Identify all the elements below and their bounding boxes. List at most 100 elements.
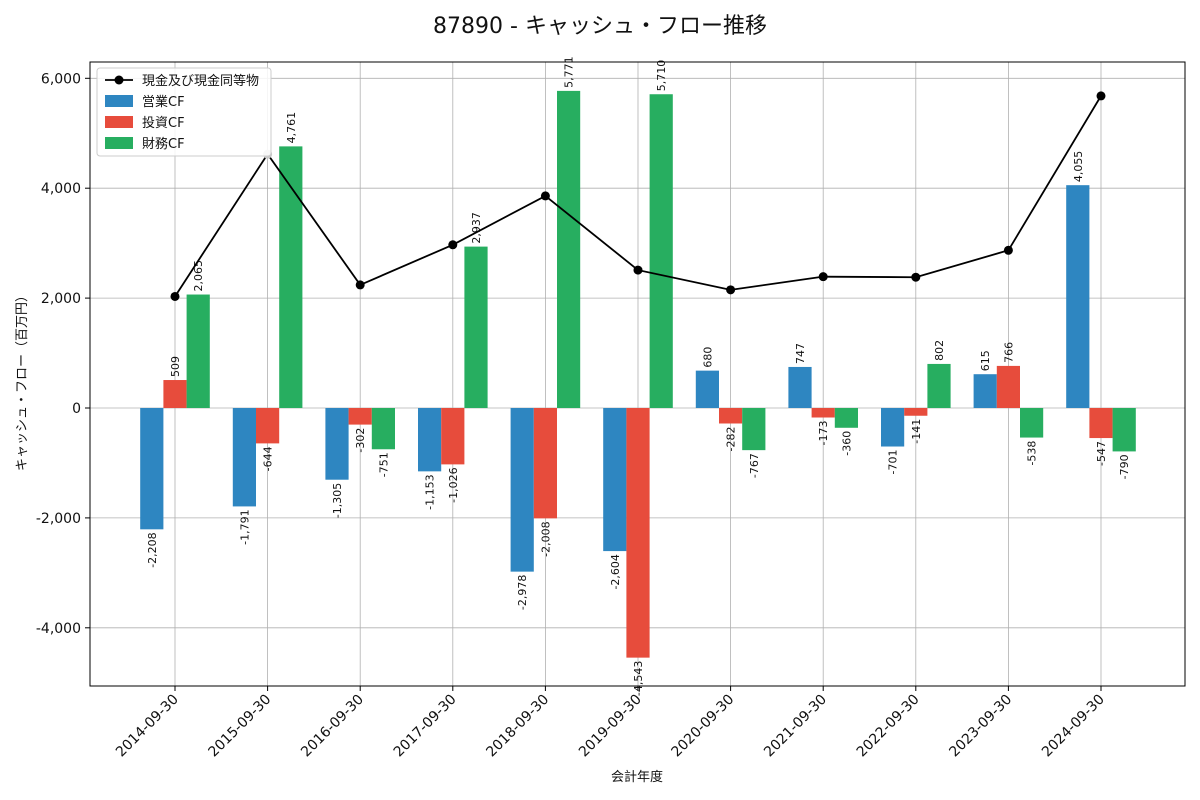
bar-value-label: 4,055 — [1072, 151, 1085, 183]
bar-financing — [557, 90, 581, 409]
y-tick-label: -2,000 — [36, 511, 81, 527]
bar-value-label: -644 — [262, 446, 275, 471]
bar-value-label: -2,604 — [609, 554, 622, 589]
legend-label: 財務CF — [142, 137, 185, 152]
bar-operating — [1066, 185, 1090, 408]
bar-labels: -2,208 -1,791 -1,305 -1,153 -2,978 -2,604 680 7… — [146, 56, 1131, 696]
bar-operating — [510, 408, 534, 572]
bar-operating — [140, 408, 164, 530]
bar-investing — [533, 408, 557, 519]
bar-value-label: -282 — [725, 426, 738, 451]
x-tick-label: 2021-09-30 — [761, 692, 830, 761]
bar-investing — [256, 408, 280, 444]
x-tick-label: 2024-09-30 — [1039, 692, 1108, 761]
cash-line-point — [1003, 245, 1013, 255]
bars — [140, 90, 1136, 658]
cash-line-point — [633, 265, 643, 275]
bar-investing — [441, 408, 465, 465]
bar-investing — [996, 365, 1020, 408]
bar-value-label: 5,771 — [563, 56, 576, 88]
bar-financing — [834, 408, 858, 428]
bar-value-label: -2,978 — [516, 575, 529, 610]
cash-line-point — [355, 280, 365, 290]
bar-financing — [742, 408, 766, 451]
legend-label: 営業CF — [142, 94, 185, 110]
bar-investing — [719, 408, 743, 424]
bar-value-label: -1,026 — [447, 467, 460, 502]
bar-investing — [1089, 408, 1113, 439]
cash-line-point — [911, 272, 921, 282]
cash-line-point — [448, 240, 458, 250]
bar-operating — [695, 370, 719, 408]
y-axis-ticks: -4,000 -2,000 0 2,000 4,000 6,000 — [36, 71, 90, 637]
bar-operating — [603, 408, 627, 552]
bar-value-label: -1,153 — [424, 474, 437, 509]
bar-value-label: -1,791 — [238, 509, 251, 544]
bar-value-label: -538 — [1026, 441, 1039, 466]
x-tick-label: 2017-09-30 — [391, 692, 460, 761]
bar-financing — [186, 294, 210, 408]
bar-operating — [788, 366, 812, 408]
bar-investing — [626, 408, 650, 658]
x-tick-label: 2022-09-30 — [854, 692, 923, 761]
bar-operating — [881, 408, 905, 447]
cash-line-point — [818, 272, 828, 282]
x-tick-label: 2014-09-30 — [113, 692, 182, 761]
bar-value-label: 509 — [169, 356, 182, 377]
x-tick-label: 2018-09-30 — [483, 692, 552, 761]
y-tick-label: 4,000 — [41, 181, 81, 197]
bar-investing — [348, 408, 372, 425]
legend-swatch — [105, 95, 133, 107]
bar-value-label: -141 — [910, 419, 923, 444]
bar-value-label: -173 — [817, 421, 830, 446]
bar-operating — [325, 408, 349, 480]
bar-financing — [1112, 408, 1136, 452]
bar-operating — [418, 408, 442, 472]
x-tick-label: 2019-09-30 — [576, 692, 645, 761]
bar-financing — [927, 363, 951, 408]
bar-value-label: -767 — [748, 453, 761, 478]
bar-value-label: -751 — [377, 452, 390, 477]
bar-financing — [279, 146, 303, 408]
legend-swatch — [105, 116, 133, 128]
cash-line-point — [1096, 91, 1106, 101]
bar-value-label: -360 — [840, 431, 853, 456]
x-axis-label: 会計年度 — [611, 769, 663, 785]
bar-value-label: -2,008 — [539, 521, 552, 556]
bar-investing — [904, 408, 928, 416]
x-tick-label: 2016-09-30 — [298, 692, 367, 761]
legend-swatch — [105, 137, 133, 149]
cash-line-point — [170, 291, 180, 301]
y-axis-label: キャッシュ・フロー（百万円） — [15, 289, 30, 471]
bar-value-label: 680 — [701, 347, 714, 368]
y-tick-label: 2,000 — [41, 291, 81, 307]
chart-title: 87890 - キャッシュ・フロー推移 — [433, 14, 767, 39]
bar-value-label: 802 — [933, 340, 946, 361]
x-tick-label: 2020-09-30 — [669, 692, 738, 761]
bar-value-label: 5,710 — [655, 60, 668, 92]
y-tick-label: -4,000 — [36, 621, 81, 637]
bar-value-label: 766 — [1002, 342, 1015, 363]
bar-value-label: -2,208 — [146, 532, 159, 567]
cash-line-point — [540, 191, 550, 201]
bar-value-label: -547 — [1095, 441, 1108, 466]
x-axis-ticks: 2014-09-30 2015-09-30 2016-09-30 2017-09-30… — [113, 686, 1108, 760]
legend-label: 投資CF — [142, 115, 185, 131]
bar-value-label: 4,761 — [285, 112, 298, 144]
legend-label: 現金及び現金同等物 — [142, 73, 259, 89]
bar-investing — [163, 380, 187, 408]
bar-value-label: 2,065 — [192, 260, 205, 292]
legend-line-marker — [114, 75, 124, 85]
bar-value-label: -790 — [1118, 454, 1131, 479]
bar-value-label: -4,543 — [632, 661, 645, 696]
bar-value-label: -1,305 — [331, 483, 344, 518]
bar-value-label: 747 — [794, 343, 807, 364]
bar-financing — [464, 246, 488, 408]
cash-line-point — [726, 285, 736, 295]
bar-financing — [371, 408, 395, 450]
y-tick-label: 6,000 — [41, 71, 81, 87]
legend-box — [96, 67, 272, 157]
bar-value-label: 615 — [979, 350, 992, 371]
